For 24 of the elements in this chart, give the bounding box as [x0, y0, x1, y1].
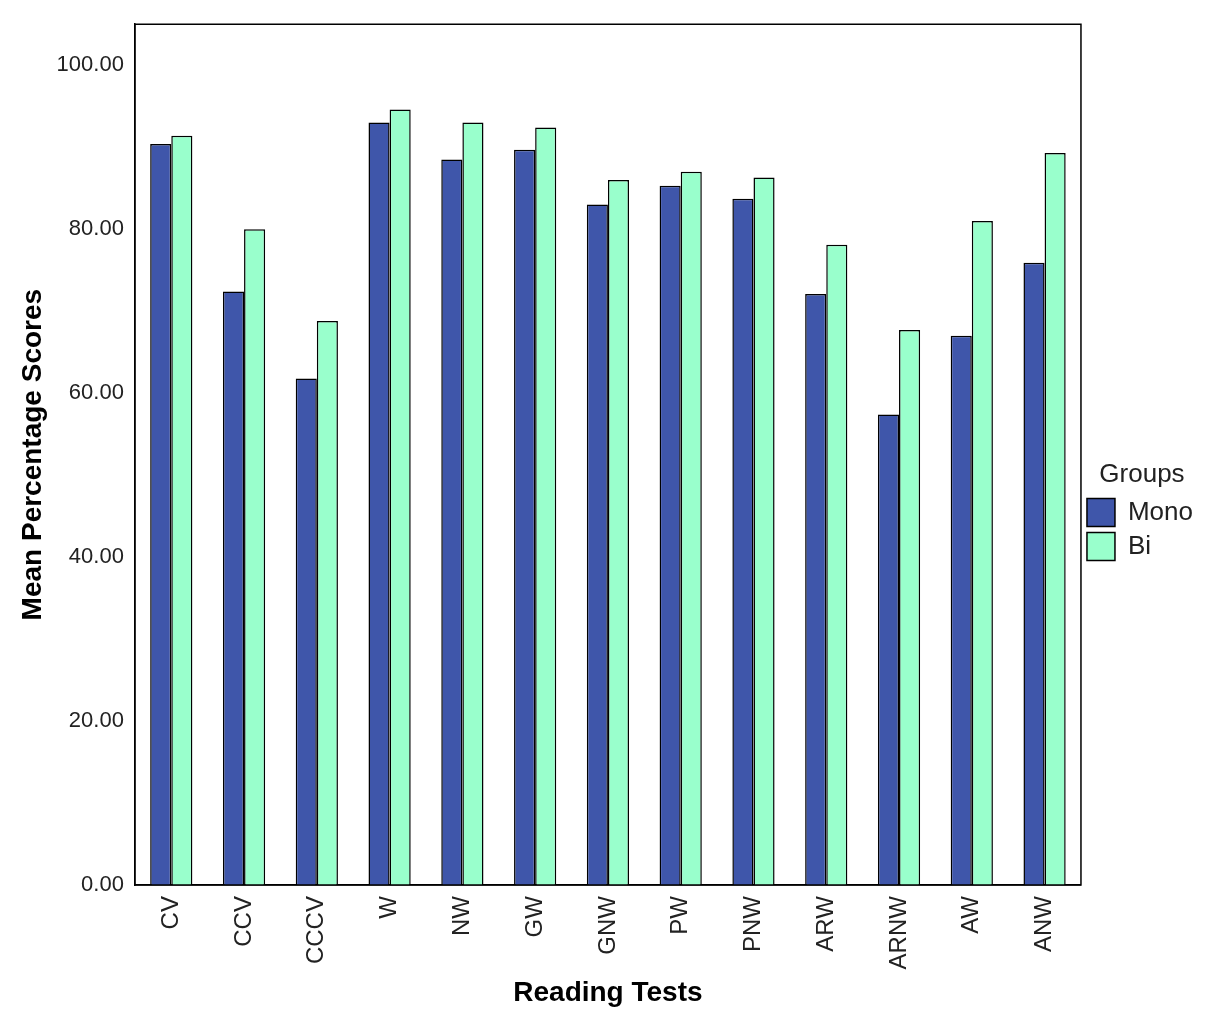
x-tick-label: CCV: [228, 896, 256, 947]
x-tick-label: ARW: [810, 895, 838, 952]
y-tick-label: 0.00: [81, 871, 124, 897]
x-tick-label: ARNW: [883, 895, 911, 970]
y-tick-label: 100.00: [56, 51, 124, 77]
x-tick-label: AW: [956, 895, 984, 934]
x-tick-label: CV: [155, 896, 183, 930]
x-tick-label: GW: [519, 895, 547, 938]
y-axis-title: Mean Percentage Scores: [15, 288, 47, 621]
x-tick-label: CCCV: [301, 896, 329, 965]
x-axis-title: Reading Tests: [513, 975, 703, 1007]
x-tick-label: GNW: [592, 895, 620, 955]
y-tick-label: 60.00: [68, 379, 124, 405]
x-tick-label: W: [374, 895, 402, 919]
legend-label: Bi: [1127, 529, 1152, 560]
legend-title: Groups: [1099, 457, 1185, 488]
legend-label: Mono: [1127, 495, 1194, 526]
x-tick-label: NW: [447, 895, 474, 937]
y-tick-label: 80.00: [68, 215, 124, 241]
x-tick-label: ANW: [1029, 895, 1057, 953]
y-tick-label: 40.00: [68, 543, 124, 569]
x-tick-label: PW: [665, 895, 693, 935]
y-tick-label: 20.00: [68, 707, 124, 733]
x-tick-label: PNW: [738, 895, 766, 953]
